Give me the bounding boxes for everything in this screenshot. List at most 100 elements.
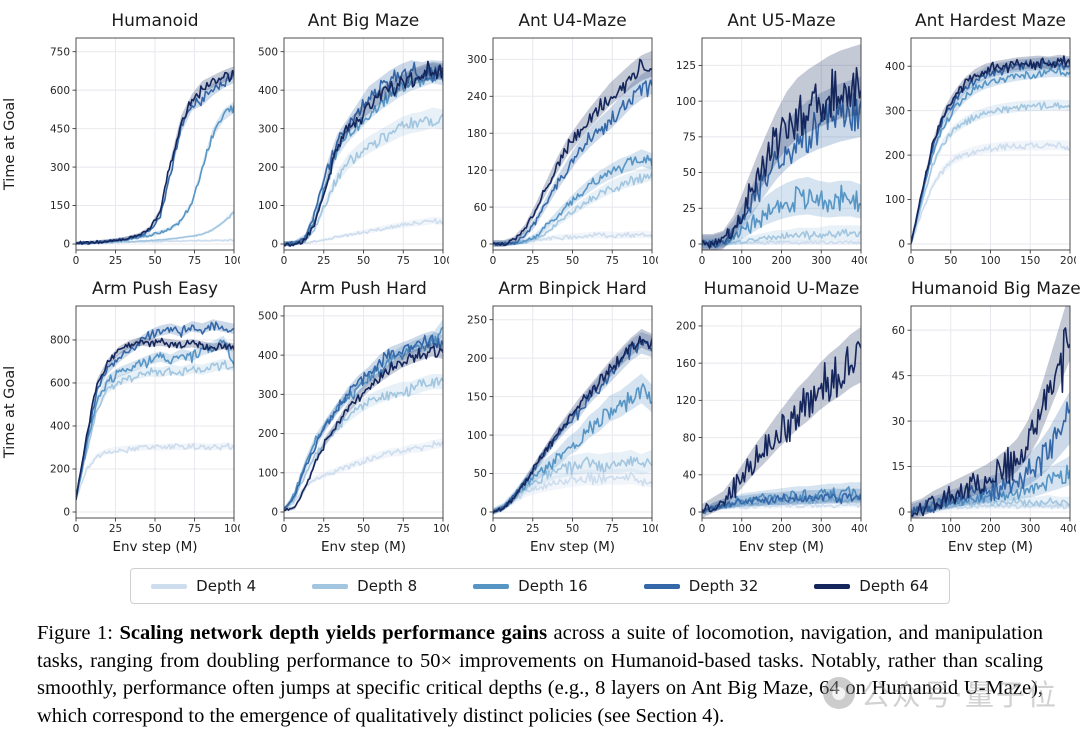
legend-item-depth-16: Depth 16 [473, 577, 588, 595]
legend-label: Depth 16 [518, 577, 588, 595]
legend-swatch-depth-64 [814, 583, 851, 589]
svg-text:100: 100 [885, 194, 905, 206]
svg-text:15: 15 [892, 461, 905, 473]
plot-canvas-ant-big-maze: 0 100 200 300 400 500 0 25 50 75 100 [258, 37, 449, 267]
subplot-humanoid: Humanoid 0 150 300 450 600 750 0 25 50 75 100 Time … [0, 8, 244, 270]
subplot-arm-push-hard: Arm Push Hard 0 100 200 300 400 500 0 25 50 75 100… [244, 276, 453, 558]
plot-canvas-humanoid-u-maze: 0 40 80 120 160 200 0 100 200 300 400 Env step (M) [676, 305, 867, 555]
plot-canvas-arm-push-hard: 0 100 200 300 400 500 0 25 50 75 100 Env step (M) [258, 305, 449, 555]
svg-text:100: 100 [224, 255, 240, 267]
svg-text:50: 50 [944, 255, 957, 267]
svg-text:25: 25 [526, 523, 539, 535]
subplot-arm-binpick-hard: Arm Binpick Hard 0 50 100 150 200 250 0 25 50 75 1… [453, 276, 662, 558]
svg-text:25: 25 [109, 523, 122, 535]
subplot-humanoid-u-maze: Humanoid U-Maze 0 40 80 120 160 200 0 100 200 300… [662, 276, 871, 558]
plot-canvas-humanoid: 0 150 300 450 600 750 0 25 50 75 100 Time at Goal [2, 37, 240, 267]
svg-text:0: 0 [699, 255, 706, 267]
svg-text:300: 300 [811, 523, 831, 535]
svg-text:600: 600 [50, 378, 70, 390]
subplot-ant-u4-maze: Ant U4-Maze 0 60 120 180 240 300 0 25 50 75 100 [453, 8, 662, 270]
subplot-humanoid-big-maze: Humanoid Big Maze 0 15 30 45 60 0 100 200 300 400… [871, 276, 1080, 558]
svg-text:50: 50 [148, 255, 161, 267]
svg-text:45: 45 [892, 370, 905, 382]
svg-text:600: 600 [50, 85, 70, 97]
svg-text:0: 0 [908, 255, 915, 267]
svg-text:Time at Goal: Time at Goal [2, 98, 18, 191]
svg-text:450: 450 [50, 123, 70, 135]
svg-text:25: 25 [683, 203, 696, 215]
svg-text:100: 100 [941, 523, 961, 535]
legend-label: Depth 64 [859, 577, 929, 595]
svg-text:400: 400 [50, 421, 70, 433]
subplot-arm-push-easy: Arm Push Easy 0 200 400 600 800 0 25 50 75 100 Env… [0, 276, 244, 558]
legend-item-depth-64: Depth 64 [814, 577, 929, 595]
svg-text:180: 180 [467, 128, 487, 140]
svg-text:100: 100 [467, 430, 487, 442]
plot-title: Humanoid U-Maze [703, 279, 860, 299]
plot-title: Ant Big Maze [307, 11, 420, 31]
legend-swatch-depth-8 [312, 583, 349, 589]
svg-text:400: 400 [885, 61, 905, 73]
plot-canvas-ant-u5-maze: 0 25 50 75 100 125 0 100 200 300 400 [676, 37, 867, 267]
figure-caption: Figure 1: Scaling network depth yields p… [37, 620, 1043, 730]
svg-text:60: 60 [892, 325, 905, 337]
svg-text:Env step (M): Env step (M) [112, 539, 197, 555]
svg-text:75: 75 [397, 255, 410, 267]
svg-text:160: 160 [676, 358, 696, 370]
svg-text:100: 100 [642, 523, 658, 535]
svg-text:125: 125 [676, 60, 696, 72]
plot-title: Ant U4-Maze [518, 11, 627, 31]
legend-label: Depth 4 [196, 577, 257, 595]
svg-text:200: 200 [50, 464, 70, 476]
svg-text:50: 50 [566, 523, 579, 535]
svg-text:120: 120 [467, 165, 487, 177]
svg-text:Env step (M): Env step (M) [948, 539, 1033, 555]
subplot-ant-u5-maze: Ant U5-Maze 0 25 50 75 100 125 0 100 200 300 400 [662, 8, 871, 270]
svg-text:0: 0 [898, 239, 905, 251]
svg-text:75: 75 [397, 523, 410, 535]
svg-text:50: 50 [683, 167, 696, 179]
svg-text:150: 150 [50, 200, 70, 212]
plot-canvas-arm-binpick-hard: 0 50 100 150 200 250 0 25 50 75 100 Env step (M) [467, 305, 658, 555]
svg-text:80: 80 [683, 432, 696, 444]
plot-canvas-ant-u4-maze: 0 60 120 180 240 300 0 25 50 75 100 [467, 37, 658, 267]
svg-text:300: 300 [467, 54, 487, 66]
plot-canvas-ant-hardest-maze: 0 100 200 300 400 0 50 100 150 200 [885, 37, 1076, 267]
legend-swatch-depth-16 [473, 583, 510, 589]
plot-row-1: Humanoid 01503004506007500255075100Time … [0, 8, 1080, 270]
svg-text:100: 100 [980, 255, 1000, 267]
svg-text:150: 150 [1020, 255, 1040, 267]
svg-text:50: 50 [566, 255, 579, 267]
svg-text:75: 75 [188, 255, 201, 267]
svg-text:800: 800 [50, 335, 70, 347]
svg-text:Env step (M): Env step (M) [321, 539, 406, 555]
svg-text:0: 0 [490, 523, 497, 535]
svg-text:40: 40 [683, 469, 696, 481]
legend-item-depth-8: Depth 8 [312, 577, 417, 595]
plot-title: Ant Hardest Maze [914, 11, 1066, 31]
svg-text:0: 0 [908, 523, 915, 535]
plot-title: Ant U5-Maze [727, 11, 836, 31]
caption-body-text: across a suite of locomotion, navigation… [37, 622, 1043, 727]
legend-swatch-depth-32 [643, 583, 680, 589]
svg-text:200: 200 [771, 523, 791, 535]
svg-text:50: 50 [148, 523, 161, 535]
svg-text:0: 0 [898, 507, 905, 519]
plot-canvas-arm-push-easy: 0 200 400 600 800 0 25 50 75 100 Env step (M) Time … [2, 305, 240, 555]
svg-text:100: 100 [224, 523, 240, 535]
svg-text:0: 0 [490, 255, 497, 267]
svg-text:750: 750 [50, 46, 70, 58]
legend-swatch-depth-4 [151, 583, 188, 589]
svg-text:0: 0 [271, 507, 278, 519]
svg-text:400: 400 [258, 350, 278, 362]
svg-text:100: 100 [642, 255, 658, 267]
legend-item-depth-4: Depth 4 [151, 577, 256, 595]
svg-text:75: 75 [606, 523, 619, 535]
svg-text:300: 300 [1020, 523, 1040, 535]
svg-text:0: 0 [63, 507, 70, 519]
legend-item-depth-32: Depth 32 [643, 577, 758, 595]
svg-text:300: 300 [811, 255, 831, 267]
svg-text:75: 75 [606, 255, 619, 267]
svg-text:30: 30 [892, 416, 905, 428]
svg-text:200: 200 [885, 150, 905, 162]
